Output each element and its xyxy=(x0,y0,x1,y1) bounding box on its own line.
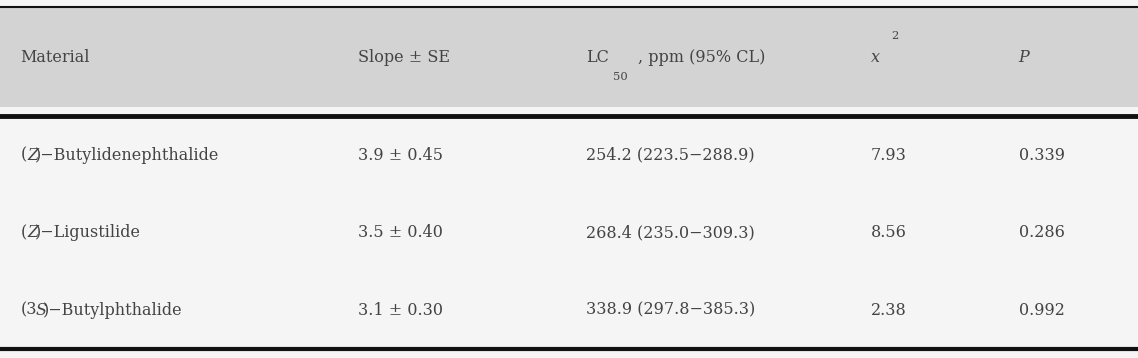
Text: 3.9 ± 0.45: 3.9 ± 0.45 xyxy=(358,147,444,164)
Text: 268.4 (235.0−309.3): 268.4 (235.0−309.3) xyxy=(586,224,754,241)
Text: 2: 2 xyxy=(891,31,898,41)
Text: 338.9 (297.8−385.3): 338.9 (297.8−385.3) xyxy=(586,302,756,319)
Text: 0.286: 0.286 xyxy=(1019,224,1064,241)
Text: x: x xyxy=(871,49,880,66)
Text: 2.38: 2.38 xyxy=(871,302,906,319)
Text: 0.992: 0.992 xyxy=(1019,302,1064,319)
Text: LC: LC xyxy=(586,49,609,66)
Text: (: ( xyxy=(20,224,26,241)
Text: , ppm (95% CL): , ppm (95% CL) xyxy=(638,49,766,66)
Text: )−Butylidenephthalide: )−Butylidenephthalide xyxy=(35,147,220,164)
Text: 3.5 ± 0.40: 3.5 ± 0.40 xyxy=(358,224,444,241)
Text: Z: Z xyxy=(27,224,39,241)
Text: )−Butylphthalide: )−Butylphthalide xyxy=(43,302,182,319)
Text: S: S xyxy=(35,302,47,319)
Text: 3.1 ± 0.30: 3.1 ± 0.30 xyxy=(358,302,444,319)
Text: (3: (3 xyxy=(20,302,36,319)
Text: 0.339: 0.339 xyxy=(1019,147,1064,164)
Text: )−Ligustilide: )−Ligustilide xyxy=(35,224,141,241)
Bar xyxy=(0,7,1138,107)
Text: 50: 50 xyxy=(613,72,628,82)
Text: (: ( xyxy=(20,147,26,164)
Text: 7.93: 7.93 xyxy=(871,147,907,164)
Text: 8.56: 8.56 xyxy=(871,224,907,241)
Text: P: P xyxy=(1019,49,1029,66)
Text: 254.2 (223.5−288.9): 254.2 (223.5−288.9) xyxy=(586,147,754,164)
Text: Material: Material xyxy=(20,49,90,66)
Text: Z: Z xyxy=(27,147,39,164)
Text: Slope ± SE: Slope ± SE xyxy=(358,49,451,66)
